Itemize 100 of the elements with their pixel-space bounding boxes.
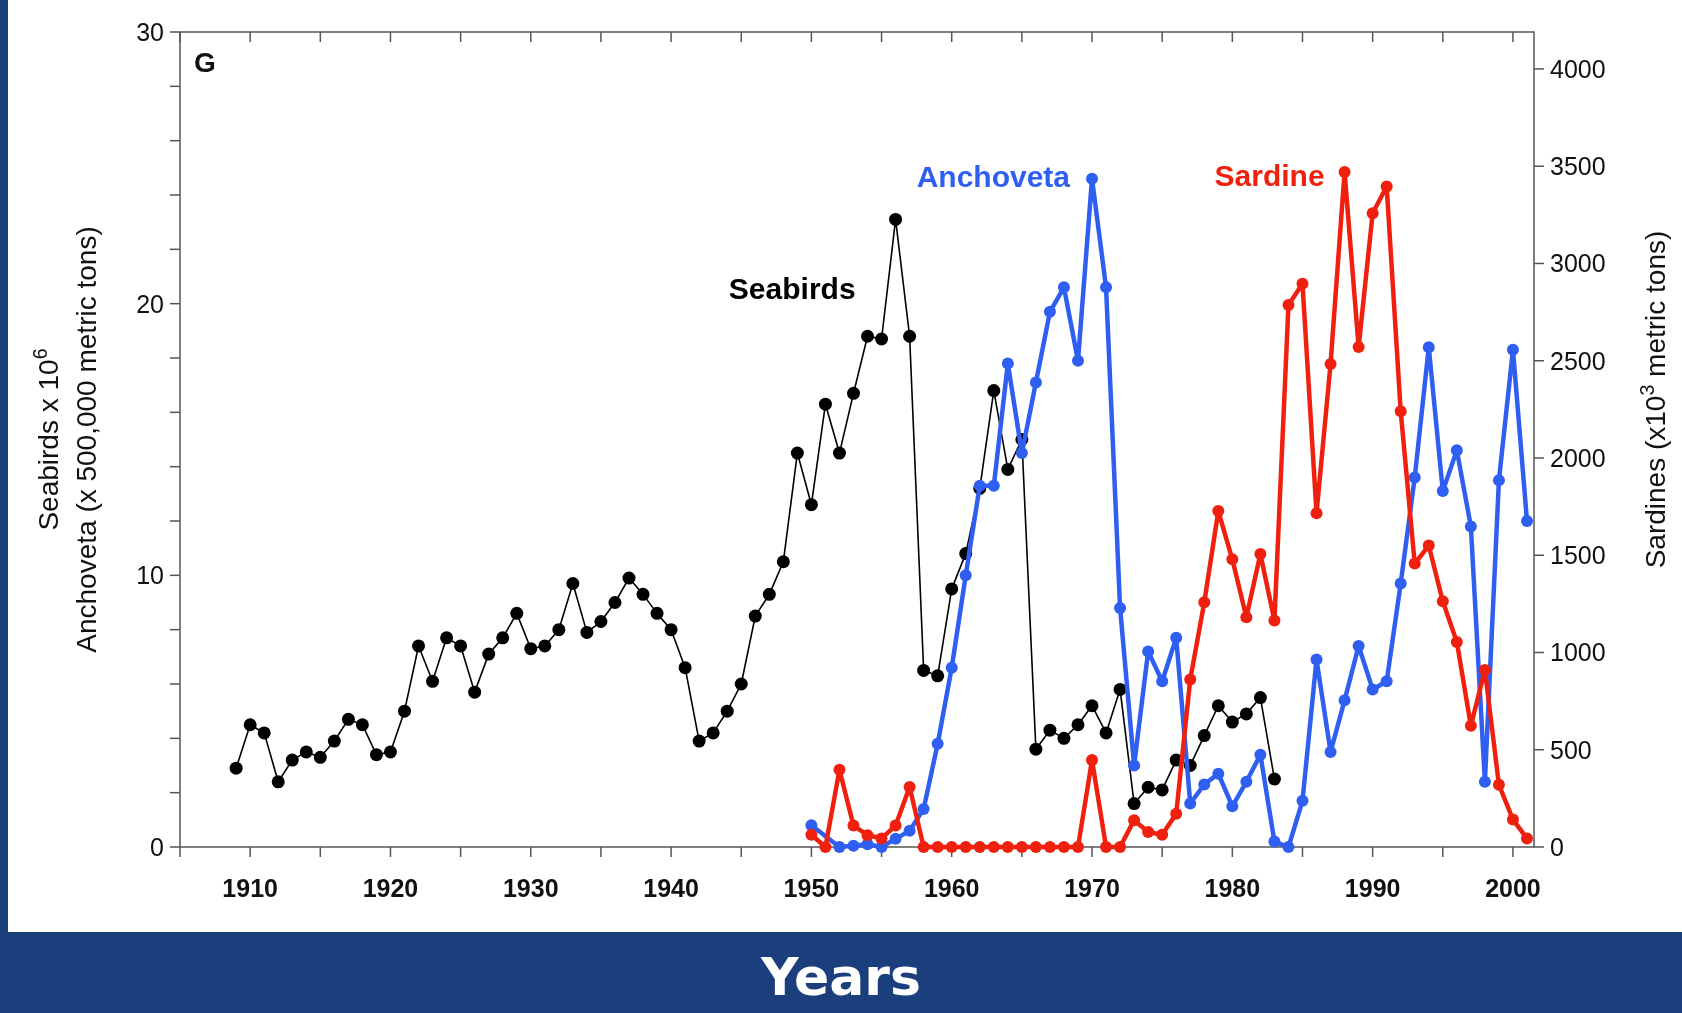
point: [847, 819, 860, 832]
point: [1520, 832, 1533, 845]
point: [945, 661, 958, 674]
point: [1394, 405, 1407, 418]
point: [959, 569, 972, 582]
y-tick-label: 30: [136, 18, 164, 46]
point: [875, 832, 888, 845]
point: [805, 828, 818, 841]
point: [1212, 505, 1225, 518]
point: [1450, 444, 1463, 457]
point: [1464, 719, 1477, 732]
point: [1366, 683, 1379, 696]
point: [1310, 653, 1323, 666]
point: [1394, 577, 1407, 590]
point: [1057, 841, 1070, 853]
point: [1015, 447, 1028, 460]
point: [1366, 207, 1379, 220]
point: [1071, 354, 1084, 367]
point: [1057, 281, 1070, 294]
x-tick-label: 2000: [1485, 874, 1541, 902]
x-tick-label: 1980: [1204, 874, 1261, 902]
point: [1352, 639, 1365, 652]
point: [903, 780, 916, 793]
x-axis-title: Years: [760, 947, 921, 1007]
point: [1506, 813, 1519, 826]
point: [1114, 841, 1127, 853]
x-tick-label: 1920: [362, 874, 419, 902]
point: [1184, 673, 1197, 686]
point: [1086, 172, 1099, 185]
y-axis-title: Seabirds x 10$^{6}$ Anchoveta (x 500,000 metric tons): [29, 226, 102, 653]
point: [1352, 340, 1365, 353]
point: [1198, 596, 1211, 609]
point: [931, 737, 944, 750]
x-tick-label: 1970: [1064, 874, 1120, 902]
point: [917, 802, 930, 815]
y-tick-label: 20: [136, 289, 164, 318]
point: [1310, 507, 1323, 520]
point: [959, 841, 972, 853]
point: [1254, 748, 1267, 761]
annotation: G: [194, 47, 216, 78]
x-tick-label: 1950: [783, 874, 840, 902]
point: [1226, 553, 1239, 566]
point: [1492, 778, 1505, 791]
point: [889, 819, 902, 832]
point: [1184, 797, 1197, 810]
point: [1450, 635, 1463, 648]
point: [1422, 341, 1435, 354]
point: [833, 763, 846, 776]
point: [1296, 794, 1309, 807]
y2-tick-label: 500: [1550, 735, 1592, 764]
point: [1324, 358, 1337, 371]
point: [987, 479, 1000, 492]
point: [1268, 614, 1281, 627]
point: [931, 841, 944, 853]
point: [833, 841, 846, 853]
point: [1492, 474, 1505, 487]
point: [1029, 841, 1042, 853]
point: [1114, 601, 1127, 614]
point: [1015, 841, 1028, 853]
y2-tick-label: 1000: [1550, 638, 1606, 667]
point: [1226, 800, 1239, 813]
point: [1043, 841, 1056, 853]
point: [1338, 166, 1351, 179]
point: [1464, 520, 1477, 533]
point: [1142, 826, 1155, 839]
point: [1506, 343, 1519, 356]
y2-tick-label: 4000: [1550, 54, 1606, 83]
x-tick-label: 1940: [643, 874, 699, 902]
point: [1478, 775, 1491, 788]
point: [1282, 299, 1295, 312]
series-label: Seabirds: [728, 272, 856, 306]
point: [945, 841, 958, 853]
point: [1128, 814, 1141, 827]
y-tick-label: 10: [136, 561, 164, 590]
y2-tick-label: 0: [1550, 833, 1564, 861]
point: [1520, 515, 1533, 527]
point: [1100, 281, 1113, 294]
point: [1436, 595, 1449, 608]
point: [1380, 675, 1393, 688]
point: [1142, 645, 1155, 658]
point: [1128, 759, 1141, 772]
point: [1380, 180, 1393, 193]
y2-tick-label: 1500: [1550, 541, 1606, 570]
x-tick-label: 1930: [502, 874, 559, 902]
point: [1282, 841, 1295, 853]
point: [1100, 841, 1113, 853]
point: [1240, 775, 1253, 788]
point: [1408, 557, 1421, 570]
point: [1240, 611, 1253, 624]
y-tick-label: 0: [150, 833, 164, 861]
point: [1478, 664, 1491, 676]
point: [1001, 841, 1014, 853]
point: [1422, 539, 1435, 552]
point: [1338, 694, 1351, 707]
point: [973, 841, 986, 853]
y2-tick-label: 2000: [1550, 443, 1606, 472]
point: [1156, 675, 1169, 688]
point: [819, 841, 832, 853]
point: [861, 829, 874, 842]
point: [1170, 807, 1183, 820]
